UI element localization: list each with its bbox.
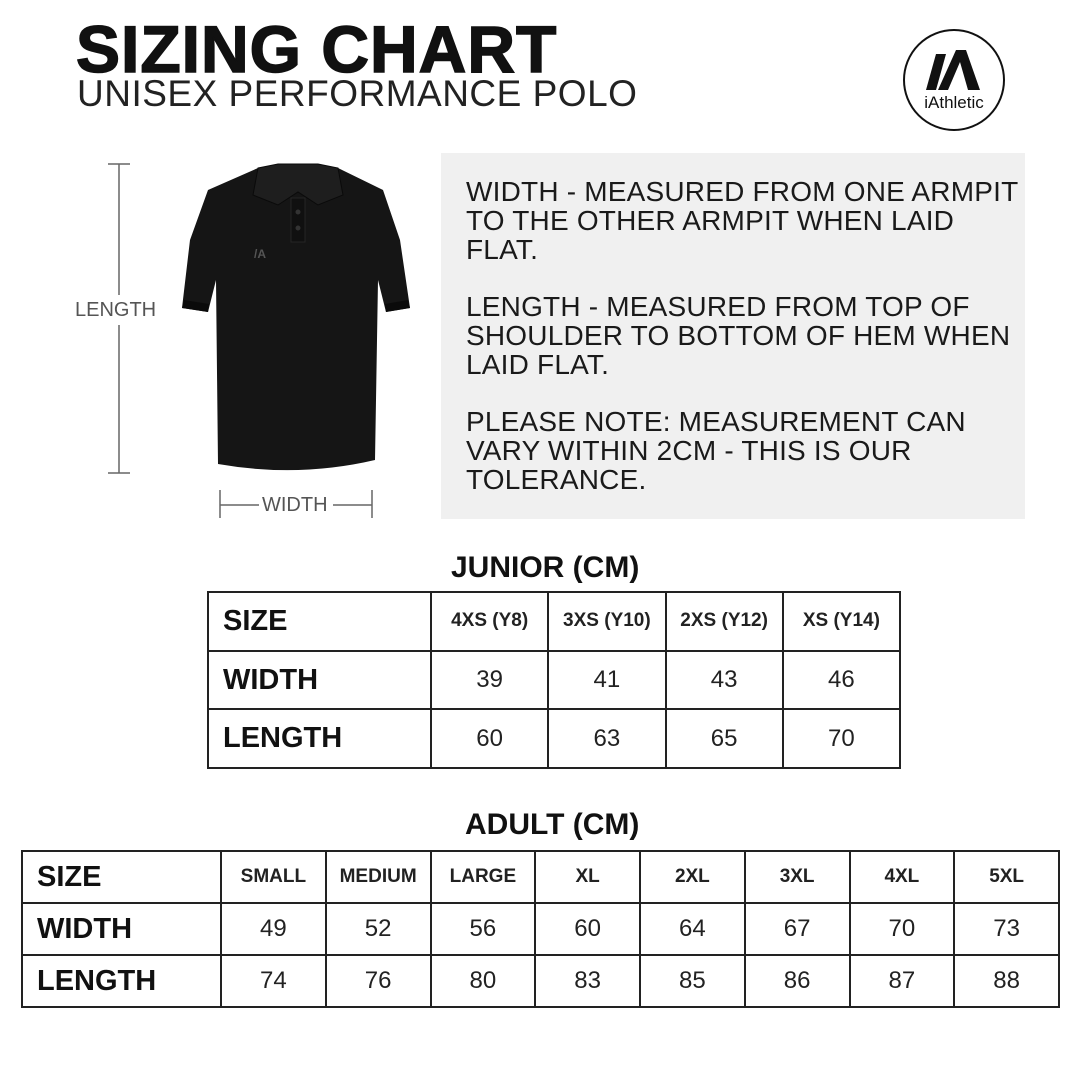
- measurement-cell: 64: [639, 902, 746, 956]
- row-header: SIZE: [21, 850, 222, 904]
- length-label: LENGTH: [75, 299, 157, 321]
- measurement-cell: 56: [429, 902, 537, 956]
- size-header-cell: 2XS (Y12): [664, 591, 784, 652]
- measurement-notes: WIDTH - MEASURED FROM ONE ARMPIT TO THE …: [441, 153, 1025, 519]
- measurement-cell: 63: [547, 708, 667, 770]
- page-subtitle: UNISEX PERFORMANCE POLO: [77, 73, 638, 114]
- size-header-cell: XS (Y14): [781, 591, 902, 652]
- polo-shirt-image: /A: [182, 163, 410, 471]
- width-note: WIDTH - MEASURED FROM ONE ARMPIT TO THE …: [466, 176, 1018, 265]
- page-title: SIZING CHART: [75, 12, 558, 86]
- measurement-cell: 49: [220, 902, 327, 956]
- measurement-cell: 80: [429, 954, 537, 1008]
- measurement-cell: 76: [324, 954, 432, 1008]
- size-header-cell: SMALL: [220, 850, 327, 904]
- table-row: SIZE 4XS (Y8) 3XS (Y10) 2XS (Y12) XS (Y14): [207, 591, 902, 652]
- size-header-cell: LARGE: [429, 850, 537, 904]
- row-header: LENGTH: [21, 954, 222, 1008]
- size-header-cell: 2XL: [639, 850, 746, 904]
- measurement-cell: 83: [534, 954, 641, 1008]
- width-measure-line: [219, 490, 373, 518]
- size-header-cell: MEDIUM: [324, 850, 432, 904]
- svg-text:iAthletic: iAthletic: [924, 93, 984, 112]
- tolerance-note: PLEASE NOTE: MEASUREMENT CAN VARY WITHIN…: [466, 406, 966, 495]
- measurement-cell: 70: [781, 708, 902, 770]
- measurement-cell: 88: [953, 954, 1060, 1008]
- junior-table-title: JUNIOR (CM): [451, 551, 640, 584]
- measurement-cell: 52: [324, 902, 432, 956]
- adult-table-title: ADULT (CM): [465, 808, 640, 841]
- row-header: WIDTH: [207, 649, 432, 711]
- measurement-cell: 41: [547, 649, 667, 711]
- measurement-cell: 67: [743, 902, 851, 956]
- adult-size-table: SIZE SMALL MEDIUM LARGE XL 2XL 3XL 4XL 5XL WIDTH 4…: [21, 850, 1060, 1008]
- size-header-cell: 3XS (Y10): [547, 591, 667, 652]
- table-row: SIZE SMALL MEDIUM LARGE XL 2XL 3XL 4XL 5XL: [21, 850, 1060, 904]
- length-measure-line: [108, 163, 130, 474]
- table-row: LENGTH 60 63 65 70: [207, 708, 902, 770]
- iathletic-logo: iAthletic: [903, 29, 1005, 131]
- svg-text:/A: /A: [254, 247, 266, 261]
- table-row: WIDTH 49 52 56 60 64 67 70 73: [21, 902, 1060, 956]
- size-header-cell: 5XL: [953, 850, 1060, 904]
- size-header-cell: 3XL: [743, 850, 851, 904]
- measurement-cell: 46: [781, 649, 902, 711]
- measurement-cell: 87: [848, 954, 956, 1008]
- size-header-cell: 4XS (Y8): [429, 591, 550, 652]
- measurement-cell: 86: [743, 954, 851, 1008]
- width-label: WIDTH: [262, 494, 328, 516]
- junior-size-table: SIZE 4XS (Y8) 3XS (Y10) 2XS (Y12) XS (Y14) WI…: [207, 591, 902, 770]
- row-header: WIDTH: [21, 902, 222, 956]
- table-row: LENGTH 74 76 80 83 85 86 87 88: [21, 954, 1060, 1008]
- measurement-cell: 39: [429, 649, 550, 711]
- row-header: SIZE: [207, 591, 432, 652]
- measurement-cell: 85: [639, 954, 746, 1008]
- size-header-cell: 4XL: [848, 850, 956, 904]
- measurement-cell: 60: [534, 902, 641, 956]
- measurement-cell: 70: [848, 902, 956, 956]
- length-note: LENGTH - MEASURED FROM TOP OF SHOULDER T…: [466, 291, 1011, 380]
- measurement-cell: 43: [664, 649, 784, 711]
- measurement-cell: 73: [953, 902, 1060, 956]
- table-row: WIDTH 39 41 43 46: [207, 649, 902, 711]
- measurement-cell: 74: [220, 954, 327, 1008]
- size-header-cell: XL: [534, 850, 641, 904]
- measurement-cell: 65: [664, 708, 784, 770]
- measurement-cell: 60: [429, 708, 550, 770]
- row-header: LENGTH: [207, 708, 432, 770]
